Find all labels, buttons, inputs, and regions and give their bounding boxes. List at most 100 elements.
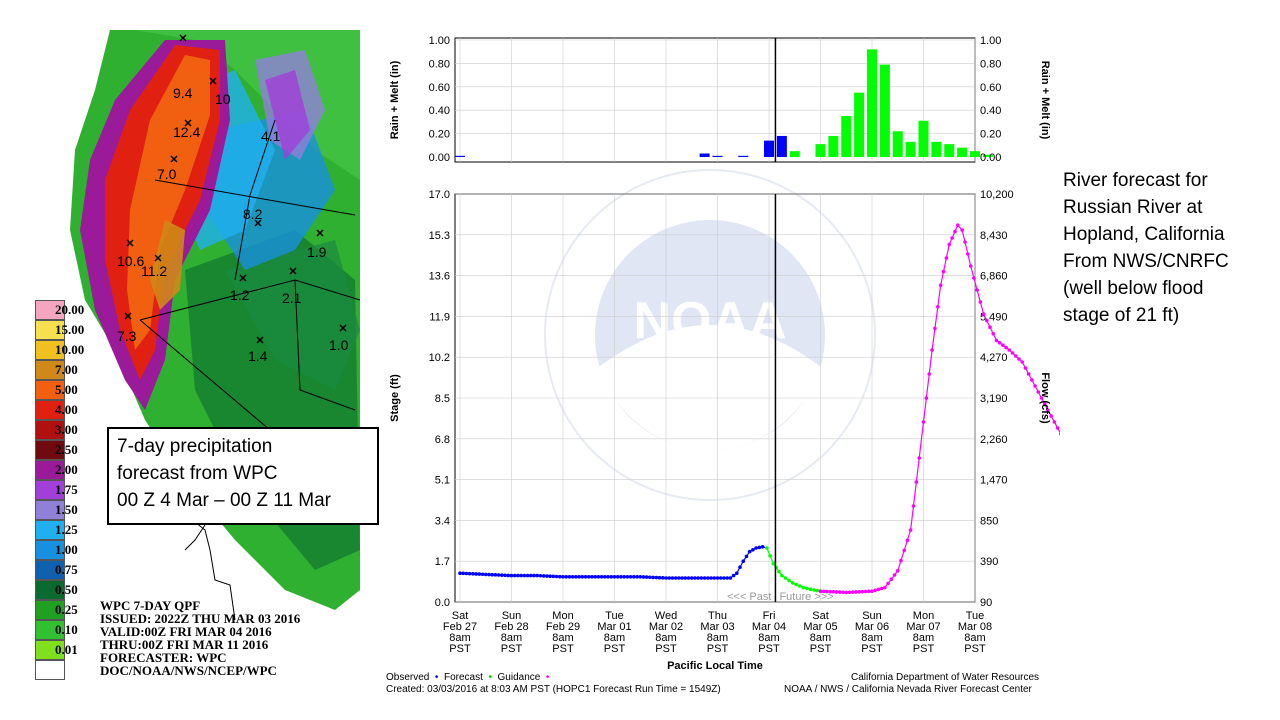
stage-point — [905, 538, 910, 542]
precip-caption-line: 7-day precipitation — [117, 436, 273, 457]
stage-point — [1059, 432, 1060, 436]
stage-point — [930, 348, 934, 352]
legend-label: 0.10 — [55, 622, 78, 637]
rain-bar — [905, 141, 916, 157]
point-label: 1.0 — [329, 337, 349, 353]
legend-label: 15.00 — [55, 322, 85, 337]
qpf-valid: VALID:00Z FRI MAR 04 2016 — [100, 624, 272, 639]
flow-ytick: 8,430 — [980, 230, 1008, 242]
stage-point — [583, 575, 588, 579]
stage-point — [908, 528, 913, 532]
stage-point — [815, 588, 820, 593]
legend-label: 2.00 — [55, 462, 78, 477]
stage-point — [487, 572, 491, 577]
x-tick-label: 8am — [501, 632, 522, 644]
x-tick-label: PST — [913, 643, 935, 655]
stage-point — [1007, 348, 1012, 352]
qpf-forecaster: FORECASTER: WPC — [100, 650, 227, 665]
legend-row: 0.01 — [35, 640, 130, 660]
x-tick-label: Mon — [552, 610, 573, 622]
rain-ytick-right: 0.00 — [980, 152, 1001, 164]
point-label: 1.2 — [230, 287, 250, 303]
legend-label: 1.50 — [55, 502, 78, 517]
legend-swatch — [35, 460, 65, 480]
stage-line-observed — [459, 546, 768, 579]
legend-guidance: Guidance — [497, 672, 541, 683]
stage-point — [818, 589, 823, 593]
legend-swatch — [35, 520, 65, 540]
point-label: 1.4 — [248, 348, 268, 364]
stage-point — [857, 590, 861, 594]
rain-ytick-left: 0.80 — [429, 58, 450, 70]
point-label: 9.4 — [173, 85, 193, 101]
stage-point — [883, 585, 887, 590]
stage-point — [838, 590, 842, 594]
stage-point — [467, 571, 472, 576]
legend-observed: Observed — [386, 672, 430, 683]
legend-label: 10.00 — [55, 342, 85, 357]
stage-point — [722, 576, 726, 580]
precip-caption-line: forecast from WPC — [117, 463, 278, 484]
precip-caption-line: 00 Z 4 Mar – 00 Z 11 Mar — [117, 490, 332, 511]
stage-point — [1023, 366, 1028, 370]
stage-point — [777, 569, 781, 574]
stage-point — [483, 572, 488, 577]
x-tick-label: PST — [707, 643, 729, 655]
hydrograph-chart: NOAA 0.00 0.00 0.20 0.20 0.40 0.40 0.60 0.60 0.8… — [389, 35, 1060, 672]
legend-swatch — [35, 340, 65, 360]
legend-row: 0.10 — [35, 620, 130, 640]
legend-row: 0.75 — [35, 560, 130, 580]
legend-label: 4.00 — [55, 402, 78, 417]
stage-ytick: 15.3 — [429, 230, 450, 242]
x-tick-label: PST — [861, 643, 883, 655]
stage-ticks: 0.0 90 1.7 390 3.4 850 5.1 1,470 6.8 2,260 8.5 3,19… — [429, 189, 1014, 609]
x-tick-label: PST — [604, 643, 626, 655]
stage-point — [1055, 426, 1060, 430]
stage-point — [586, 575, 591, 579]
stage-point — [936, 305, 940, 309]
legend-label: 1.75 — [55, 482, 78, 497]
rain-ylabel-right: Rain + Melt (in) — [1039, 61, 1051, 140]
stage-point — [751, 548, 755, 552]
flow-ytick: 1,470 — [980, 475, 1008, 487]
legend-swatch — [35, 620, 65, 640]
stage-point — [1020, 360, 1025, 364]
x-tick-label: Sat — [452, 610, 469, 622]
stage-point — [895, 569, 900, 573]
stage-point — [831, 590, 836, 594]
legend-swatch — [35, 600, 65, 620]
river-caption-line: (well below flood — [1063, 278, 1204, 299]
stage-point — [525, 573, 530, 578]
stage-point — [821, 589, 826, 594]
rain-bar — [815, 144, 826, 157]
stage-point — [680, 576, 684, 580]
rain-bar — [455, 155, 465, 157]
stage-point — [805, 586, 809, 591]
stage-point — [496, 573, 501, 577]
point-label: 7.0 — [157, 166, 177, 182]
legend-row: 0.50 — [35, 580, 130, 600]
x-axis-title: Pacific Local Time — [667, 660, 763, 672]
legend-label: 20.00 — [55, 302, 85, 317]
stage-point — [757, 545, 762, 550]
stage-point — [718, 576, 723, 580]
rain-ytick-right: 0.80 — [980, 58, 1001, 70]
stage-point — [673, 576, 678, 580]
stage-point — [725, 576, 729, 580]
stage-point — [994, 338, 999, 343]
stage-point — [850, 590, 855, 594]
stage-point — [968, 264, 973, 268]
stage-point — [667, 576, 672, 580]
rain-bar — [957, 147, 968, 157]
stage-point — [532, 573, 536, 578]
stage-point — [754, 546, 758, 550]
stage-point — [689, 576, 694, 580]
flow-ytick: 2,260 — [980, 434, 1008, 446]
legend-row: 10.00 — [35, 340, 130, 360]
stage-point — [1013, 354, 1018, 358]
point-label: 11.2 — [141, 263, 168, 279]
stage-ytick: 5.1 — [435, 475, 450, 487]
stage-ytick: 1.7 — [435, 556, 450, 568]
legend-row: 7.00 — [35, 360, 130, 380]
x-tick-label: 8am — [655, 632, 676, 644]
